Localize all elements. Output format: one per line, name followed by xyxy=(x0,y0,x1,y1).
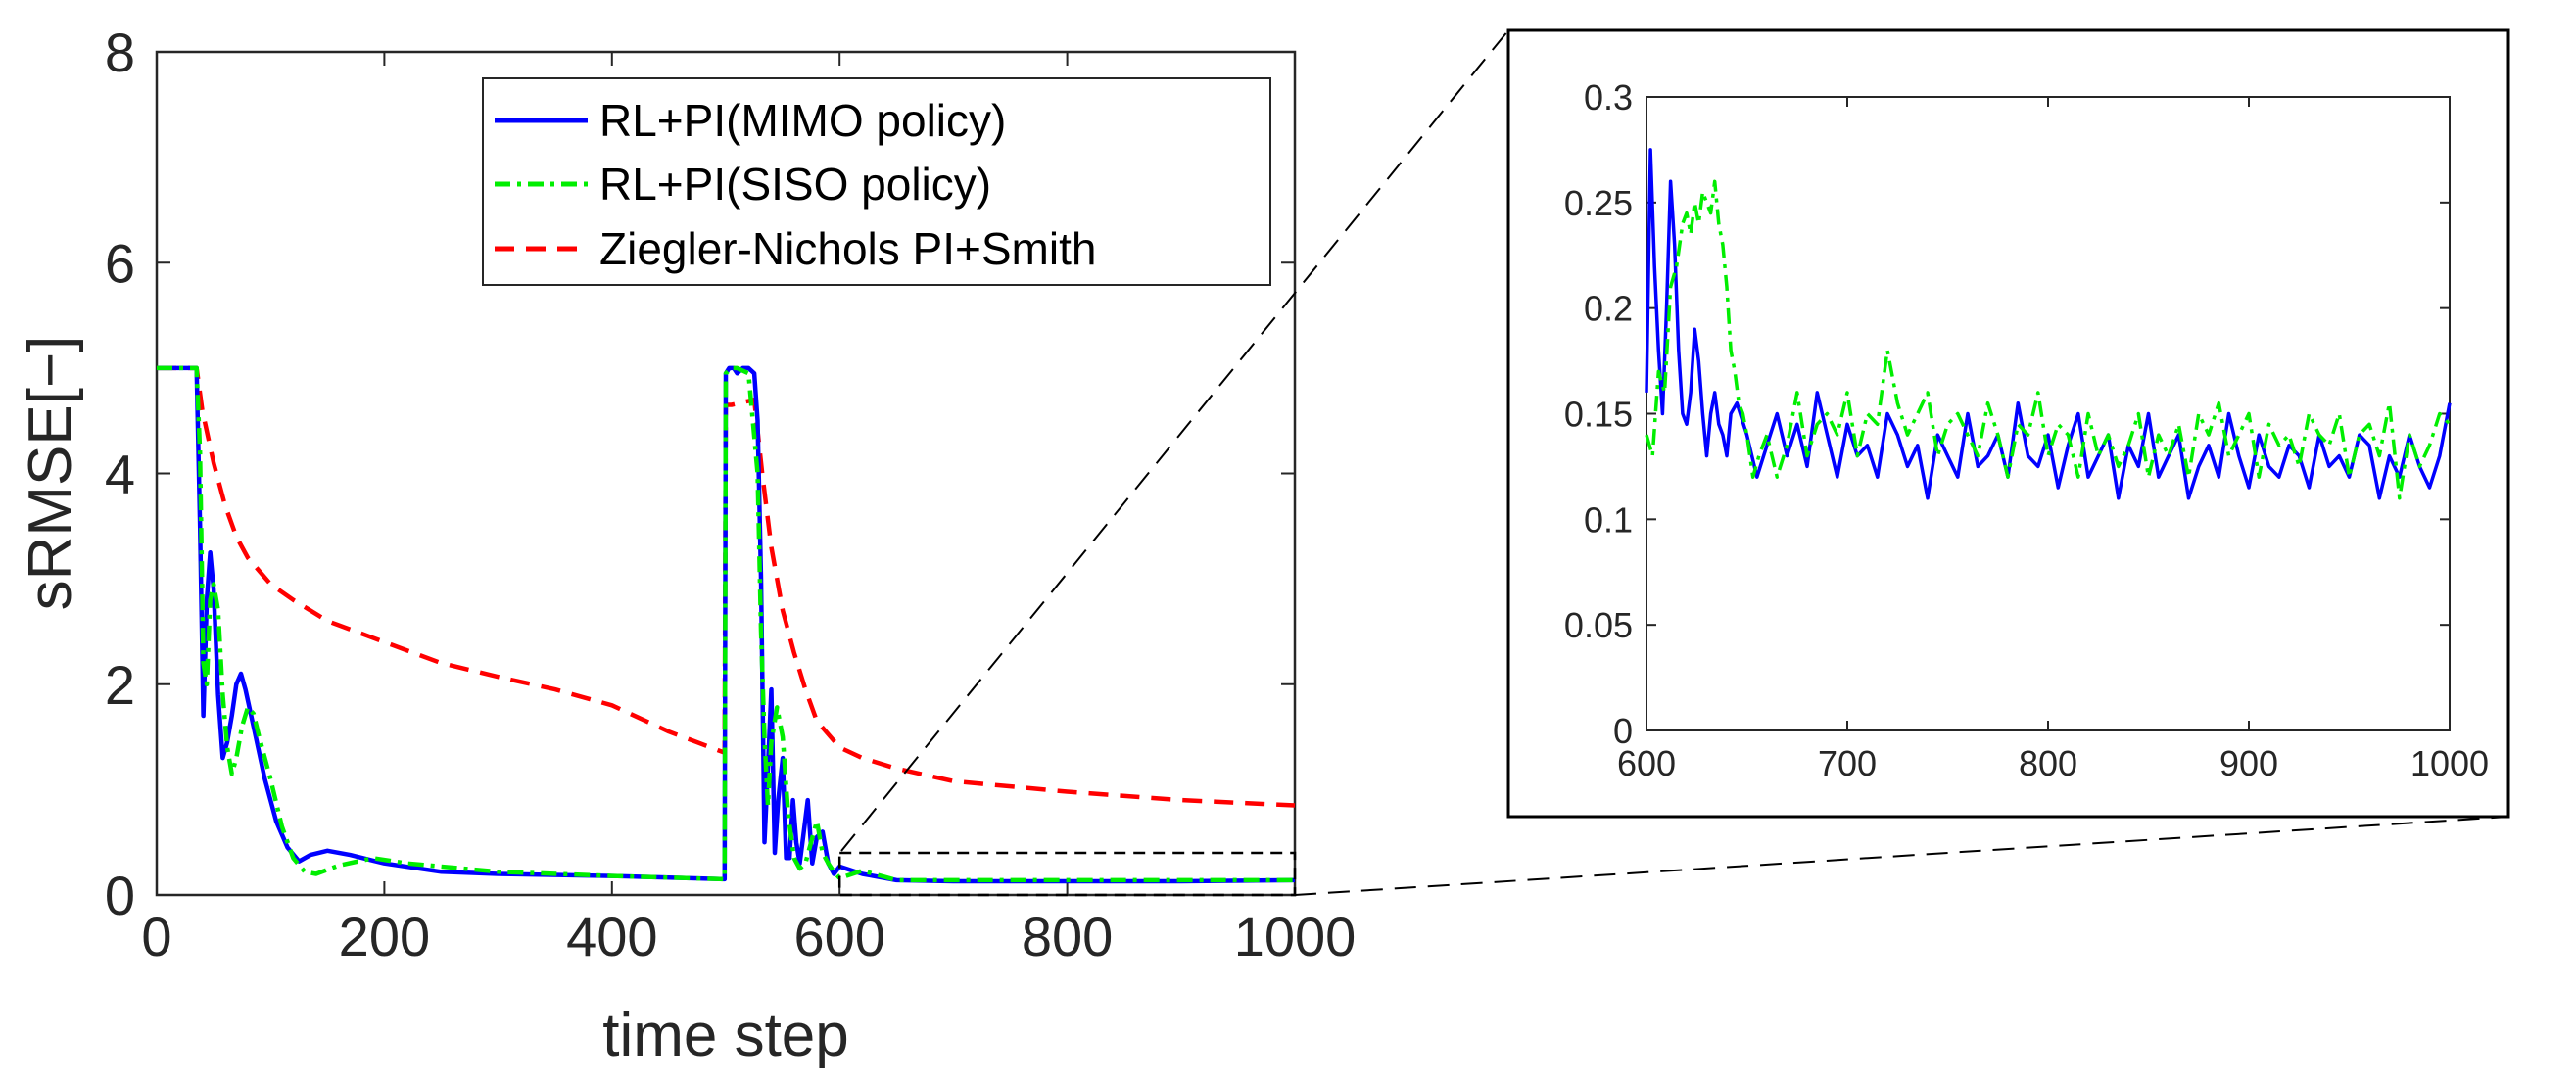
main-y-tick-label: 4 xyxy=(105,444,135,505)
main-series-rl-pi-mimo-policy xyxy=(157,365,1296,884)
inset-y-tick-label: 0.15 xyxy=(1564,395,1633,435)
main-x-axis-label: time step xyxy=(602,1002,849,1069)
legend-label-mimo: RL+PI(MIMO policy) xyxy=(599,95,1006,146)
zoom-connector-bottom xyxy=(1294,816,2509,896)
inset-y-tick-label: 0.25 xyxy=(1564,183,1633,223)
zoom-region-rect xyxy=(837,851,1297,897)
main-series xyxy=(157,365,1296,884)
inset-y-tick-label: 0.1 xyxy=(1584,499,1633,540)
inset-chart: 600 700 800 900 1000 0 0.05 0.1 0.15 0.2 0.25 0.3 xyxy=(1506,28,2510,819)
inset-y-tick-label: 0 xyxy=(1613,711,1633,751)
inset-x-tick-label: 600 xyxy=(1617,743,1676,783)
legend: RL+PI(MIMO policy) RL+PI(SISO policy) Zi… xyxy=(482,77,1271,286)
main-ticks: 0 200 400 600 800 1000 0 2 4 6 8 xyxy=(105,22,1356,967)
inset-y-tick-label: 0.2 xyxy=(1584,289,1633,329)
main-y-tick-label: 8 xyxy=(105,22,135,83)
main-x-tick-label: 0 xyxy=(141,906,171,967)
inset-x-tick-label: 900 xyxy=(2219,743,2278,783)
legend-label-zn: Ziegler-Nichols PI+Smith xyxy=(599,223,1096,274)
main-x-tick-label: 400 xyxy=(566,906,657,967)
inset-series xyxy=(1645,148,2452,500)
legend-box xyxy=(482,77,1271,286)
inset-y-tick-label: 0.3 xyxy=(1584,77,1633,118)
inset-plot-frame xyxy=(1646,96,2451,731)
legend-label-siso: RL+PI(SISO policy) xyxy=(599,159,991,210)
zoom-connector-top xyxy=(840,29,1509,852)
main-x-tick-label: 800 xyxy=(1022,906,1113,967)
main-y-tick-label: 6 xyxy=(105,232,135,294)
inset-x-tick-label: 800 xyxy=(2019,743,2077,783)
inset-x-tick-label: 700 xyxy=(1818,743,1877,783)
main-chart: 0 200 400 600 800 1000 0 2 4 6 8 time step sRMSE[−… xyxy=(17,22,1356,1069)
zoom-region-box xyxy=(837,851,1297,897)
main-series-rl-pi-siso-policy xyxy=(157,365,1295,883)
zoom-connector-lines xyxy=(840,29,2509,896)
main-x-tick-label: 1000 xyxy=(1234,906,1357,967)
main-y-tick-label: 2 xyxy=(105,654,135,716)
main-y-tick-label: 0 xyxy=(105,865,135,926)
main-x-tick-label: 200 xyxy=(339,906,430,967)
main-y-axis-label: sRMSE[−] xyxy=(17,336,84,611)
main-x-tick-label: 600 xyxy=(793,906,884,967)
inset-x-tick-label: 1000 xyxy=(2410,743,2489,783)
inset-series-rl-pi-siso-policy xyxy=(1645,179,2452,500)
inset-y-tick-label: 0.05 xyxy=(1564,605,1633,645)
